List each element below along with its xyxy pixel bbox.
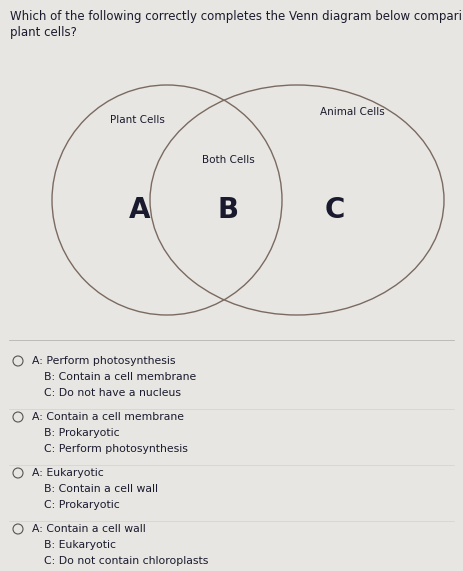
Text: C: C [325, 196, 345, 224]
Text: C: Do not contain chloroplasts: C: Do not contain chloroplasts [44, 556, 208, 566]
Text: B: Contain a cell wall: B: Contain a cell wall [44, 484, 158, 494]
Text: Which of the following correctly completes the Venn diagram below comparing anim: Which of the following correctly complet… [10, 10, 463, 23]
Text: C: Do not have a nucleus: C: Do not have a nucleus [44, 388, 181, 398]
Text: A: Perform photosynthesis: A: Perform photosynthesis [32, 356, 175, 366]
Text: C: Perform photosynthesis: C: Perform photosynthesis [44, 444, 188, 454]
Text: A: A [129, 196, 151, 224]
Text: Both Cells: Both Cells [201, 155, 254, 165]
Text: B: B [218, 196, 238, 224]
Text: A: Contain a cell membrane: A: Contain a cell membrane [32, 412, 184, 422]
Text: C: Prokaryotic: C: Prokaryotic [44, 500, 120, 510]
Text: B: Prokaryotic: B: Prokaryotic [44, 428, 119, 438]
Text: B: Contain a cell membrane: B: Contain a cell membrane [44, 372, 196, 382]
Text: A: Contain a cell wall: A: Contain a cell wall [32, 524, 146, 534]
Text: Plant Cells: Plant Cells [110, 115, 164, 125]
Text: plant cells?: plant cells? [10, 26, 77, 39]
Text: B: Eukaryotic: B: Eukaryotic [44, 540, 116, 550]
Text: A: Eukaryotic: A: Eukaryotic [32, 468, 104, 478]
Text: Animal Cells: Animal Cells [319, 107, 384, 117]
